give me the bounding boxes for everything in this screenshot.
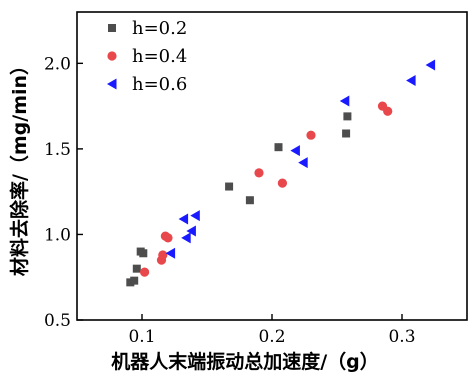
data-point-series-1 [139,249,148,258]
legend-label-series-3: h=0.6 [132,74,187,95]
legend-marker-series-1 [108,24,116,32]
data-point-series-3 [339,95,350,107]
data-point-series-1 [274,143,283,152]
data-point-series-2 [383,106,393,116]
data-point-series-1 [245,196,254,205]
y-tick-label: 2.0 [44,54,71,74]
legend-marker-series-2 [107,51,117,61]
data-point-series-1 [130,276,139,285]
data-point-series-3 [178,213,189,225]
data-point-series-2 [277,178,287,188]
y-tick-label: 1.0 [44,225,71,245]
data-point-series-2 [306,130,316,140]
y-tick-label: 1.5 [44,140,71,160]
y-axis-label: 材料去除率/（mg/min） [8,56,31,276]
x-tick-label: 0.3 [388,327,415,347]
data-point-series-3 [186,225,196,237]
ticks-layer: 0.1 0.2 0.3 0.5 1.0 1.5 2.0 [44,54,416,347]
plot-frame [76,11,468,321]
legend-label-series-2: h=0.4 [132,46,187,67]
x-tick-label: 0.1 [128,327,155,347]
data-point-series-3 [190,210,200,222]
data-point-series-3 [406,74,416,86]
data-point-series-1 [342,129,351,138]
data-point-series-2 [158,250,168,260]
data-point-series-3 [298,157,308,169]
data-point-series-3 [425,59,436,71]
data-point-series-2 [140,267,150,277]
y-tick-label: 0.5 [44,311,71,331]
legend-marker-series-3 [107,78,117,90]
data-point-series-3 [165,247,176,259]
data-point-series-2 [163,233,173,243]
data-point-series-1 [225,182,234,191]
data-point-series-3 [290,145,300,157]
x-axis-label: 机器人末端振动总加速度/（g） [111,350,379,373]
legend-label-series-1: h=0.2 [132,18,187,39]
points-layer [126,59,436,287]
data-point-series-1 [132,264,141,273]
legend: h=0.2 h=0.4 h=0.6 [107,18,187,95]
data-point-series-1 [343,112,352,121]
data-point-series-3 [181,232,191,244]
data-point-series-2 [254,168,264,178]
x-tick-label: 0.2 [258,327,285,347]
